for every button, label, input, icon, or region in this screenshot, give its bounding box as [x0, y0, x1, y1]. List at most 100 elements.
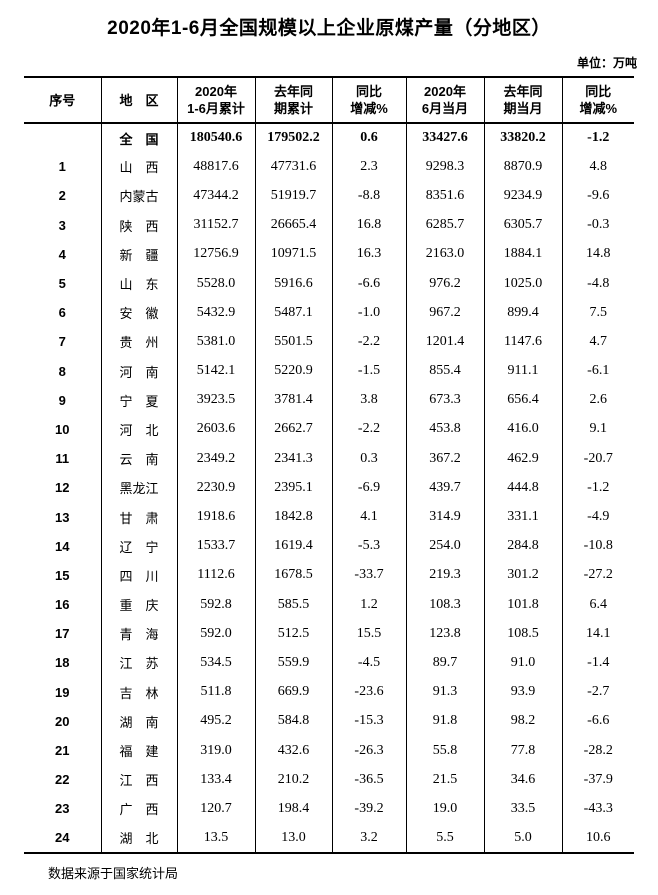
cell-prev_cum: 179502.2 [254, 123, 332, 153]
cell-yoy_cum: -8.8 [331, 181, 406, 211]
cell-jun2020: 8351.6 [405, 181, 484, 211]
cell-jun2020: 367.2 [405, 444, 484, 474]
cell-cum2020: 12756.9 [176, 239, 255, 269]
cell-yoy_jun: -4.9 [561, 502, 634, 532]
cell-yoy_cum: -6.9 [331, 473, 406, 503]
cell-cum2020: 5142.1 [176, 356, 255, 386]
cell-yoy_jun: -9.6 [561, 181, 634, 211]
cell-region: 吉 林 [100, 677, 177, 707]
cell-yoy_jun: -4.8 [561, 268, 634, 299]
cell-prev_jun: 77.8 [483, 735, 562, 766]
cell-yoy_jun: 4.7 [561, 327, 634, 357]
cell-no: 15 [55, 567, 70, 583]
cell-yoy_jun: -6.6 [561, 706, 634, 736]
cell-cum2020: 534.5 [176, 648, 255, 678]
cell-jun2020: 19.0 [405, 794, 484, 824]
cell-yoy_cum: -23.6 [331, 677, 406, 707]
cell-prev_jun: 444.8 [483, 473, 562, 503]
cell-no: 20 [55, 713, 70, 729]
cell-region: 山 东 [100, 268, 177, 299]
cell-region: 青 海 [100, 619, 177, 649]
column-header-line2: 期累计 [273, 101, 313, 116]
cell-yoy_jun: -6.1 [561, 356, 634, 386]
cell-no: 9 [58, 392, 66, 408]
total-row: 全 国 180540.6 179502.2 0.6 33427.6 33820.2 -1.2 [24, 123, 634, 153]
cell-jun2020: 91.8 [405, 706, 484, 736]
cell-cum2020: 133.4 [176, 765, 255, 795]
cell-cum2020: 511.8 [176, 677, 255, 707]
cell-prev_cum: 432.6 [254, 735, 332, 766]
coal-production-table: 序号地 区 2020年 1-6月累计 去年同 期累计 同比 增减% 2020年 6月当月 去年同期… [24, 76, 634, 854]
cell-prev_cum: 13.0 [254, 823, 332, 853]
cell-cum2020: 592.0 [176, 619, 255, 649]
table-row: 5 山 东 5528.0 5916.6 -6.6 976.2 1025.0 -4.8 [24, 268, 634, 299]
cell-cum2020: 180540.6 [176, 123, 255, 153]
cell-yoy_jun: -20.7 [561, 444, 634, 474]
cell-cum2020: 3923.5 [176, 385, 255, 415]
cell-cum2020: 2230.9 [176, 473, 255, 503]
cell-region: 江 西 [100, 765, 177, 795]
cell-prev_jun: 301.2 [483, 560, 562, 590]
cell-yoy_cum: 0.3 [331, 444, 406, 474]
cell-prev_cum: 2341.3 [254, 444, 332, 474]
table-row: 23 广 西 120.7 198.4 -39.2 19.0 33.5 -43.3 [24, 794, 634, 824]
cell-no: 3 [58, 217, 66, 233]
cell-no: 8 [58, 363, 66, 379]
column-header-line1: 同比 [355, 84, 382, 99]
cell-prev_cum: 198.4 [254, 794, 332, 824]
cell-no: 1 [58, 159, 66, 175]
table-row: 9 宁 夏 3923.5 3781.4 3.8 673.3 656.4 2.6 [24, 385, 634, 415]
cell-jun2020: 219.3 [405, 560, 484, 590]
column-header-line1: 2020年 [195, 84, 237, 99]
cell-prev_jun: 462.9 [483, 444, 562, 474]
cell-jun2020: 89.7 [405, 648, 484, 678]
table-row: 16 重 庆 592.8 585.5 1.2 108.3 101.8 6.4 [24, 590, 634, 620]
page-title: 2020年1-6月全国规模以上企业原煤产量（分地区） [107, 18, 551, 39]
cell-no: 14 [55, 538, 70, 554]
cell-prev_jun: 284.8 [483, 531, 562, 561]
cell-prev_cum: 512.5 [254, 619, 332, 649]
cell-prev_cum: 2395.1 [254, 473, 332, 503]
cell-jun2020: 1201.4 [405, 327, 484, 357]
cell-region: 贵 州 [100, 327, 177, 357]
cell-prev_jun: 33820.2 [483, 123, 562, 153]
column-header-line2: 增减% [350, 101, 388, 116]
cell-cum2020: 5381.0 [176, 327, 255, 357]
column-header: 同比 增减% [561, 77, 634, 123]
cell-jun2020: 967.2 [405, 298, 484, 328]
cell-yoy_cum: 16.8 [331, 210, 406, 240]
unit-label: 单位：万吨 [576, 56, 637, 70]
cell-no: 13 [55, 509, 70, 525]
table-row: 21 福 建 319.0 432.6 -26.3 55.8 77.8 -28.2 [24, 735, 634, 766]
column-header: 序号 [24, 77, 101, 123]
cell-yoy_cum: -1.0 [331, 298, 406, 328]
table-row: 19 吉 林 511.8 669.9 -23.6 91.3 93.9 -2.7 [24, 677, 634, 707]
cell-region: 新 疆 [100, 239, 177, 269]
cell-cum2020: 2349.2 [176, 444, 255, 474]
table-row: 22 江 西 133.4 210.2 -36.5 21.5 34.6 -37.9 [24, 765, 634, 795]
cell-prev_jun: 899.4 [483, 298, 562, 328]
cell-region: 辽 宁 [100, 531, 177, 561]
cell-jun2020: 108.3 [405, 590, 484, 620]
cell-region: 云 南 [100, 444, 177, 474]
table-row: 2 内蒙古 47344.2 51919.7 -8.8 8351.6 9234.9 -9.6 [24, 181, 634, 211]
cell-prev_jun: 33.5 [483, 794, 562, 824]
cell-yoy_jun: -1.2 [561, 473, 634, 503]
cell-no: 19 [55, 684, 70, 700]
cell-yoy_jun: -43.3 [561, 794, 634, 824]
table-row: 14 辽 宁 1533.7 1619.4 -5.3 254.0 284.8 -10.8 [24, 531, 634, 561]
cell-no: 16 [55, 597, 70, 613]
column-header: 2020年 6月当月 [405, 77, 484, 123]
cell-prev_cum: 26665.4 [254, 210, 332, 240]
table-row: 7 贵 州 5381.0 5501.5 -2.2 1201.4 1147.6 4.7 [24, 327, 634, 357]
cell-prev_cum: 51919.7 [254, 181, 332, 211]
cell-yoy_jun: -1.4 [561, 648, 634, 678]
table-row: 8 河 南 5142.1 5220.9 -1.5 855.4 911.1 -6.1 [24, 356, 634, 386]
table-row: 10 河 北 2603.6 2662.7 -2.2 453.8 416.0 9.1 [24, 414, 634, 445]
cell-cum2020: 13.5 [176, 823, 255, 853]
cell-no: 4 [58, 246, 66, 262]
table-row: 12 黑龙江 2230.9 2395.1 -6.9 439.7 444.8 -1.2 [24, 473, 634, 503]
cell-prev_jun: 9234.9 [483, 181, 562, 211]
table-row: 1 山 西 48817.6 47731.6 2.3 9298.3 8870.9 4.8 [24, 152, 634, 182]
